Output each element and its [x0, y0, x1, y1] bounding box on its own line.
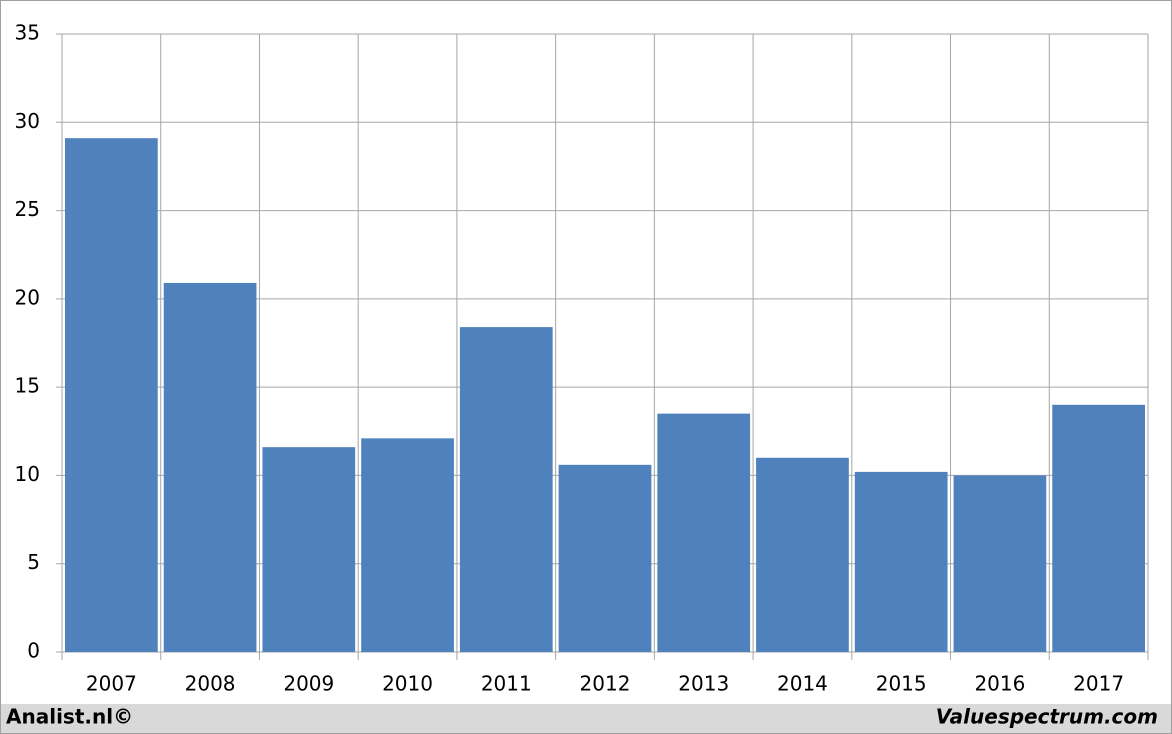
y-tick-label: 10	[15, 462, 40, 486]
footer-band	[1, 704, 1171, 733]
bar	[459, 327, 553, 652]
x-tick-label: 2015	[876, 672, 927, 696]
y-tick-label: 35	[15, 21, 40, 45]
source-right: Valuespectrum.com	[936, 705, 1158, 729]
bar	[854, 471, 948, 652]
y-tick-label: 15	[15, 374, 40, 398]
bar	[361, 438, 454, 652]
x-tick-label: 2007	[86, 672, 137, 696]
x-tick-label: 2016	[974, 672, 1025, 696]
bar	[163, 282, 257, 652]
x-tick-label: 2009	[283, 672, 334, 696]
x-tick-label: 2014	[777, 672, 828, 696]
y-tick-label: 0	[27, 639, 40, 663]
bar	[1052, 404, 1145, 652]
bar	[756, 457, 849, 652]
y-tick-label: 20	[15, 285, 40, 309]
x-tick-label: 2017	[1073, 672, 1124, 696]
y-tick-label: 30	[15, 109, 40, 133]
x-tick-label: 2013	[678, 672, 729, 696]
x-tick-label: 2008	[185, 672, 236, 696]
bar	[657, 413, 751, 652]
bar	[65, 138, 158, 653]
bar	[953, 475, 1047, 652]
source-left: Analist.nl©	[6, 705, 133, 729]
x-tick-label: 2012	[580, 672, 631, 696]
x-tick-label: 2010	[382, 672, 433, 696]
bar	[558, 464, 652, 652]
y-tick-label: 25	[15, 197, 40, 221]
x-tick-label: 2011	[481, 672, 532, 696]
bar	[262, 447, 356, 652]
y-tick-label: 5	[27, 550, 40, 574]
